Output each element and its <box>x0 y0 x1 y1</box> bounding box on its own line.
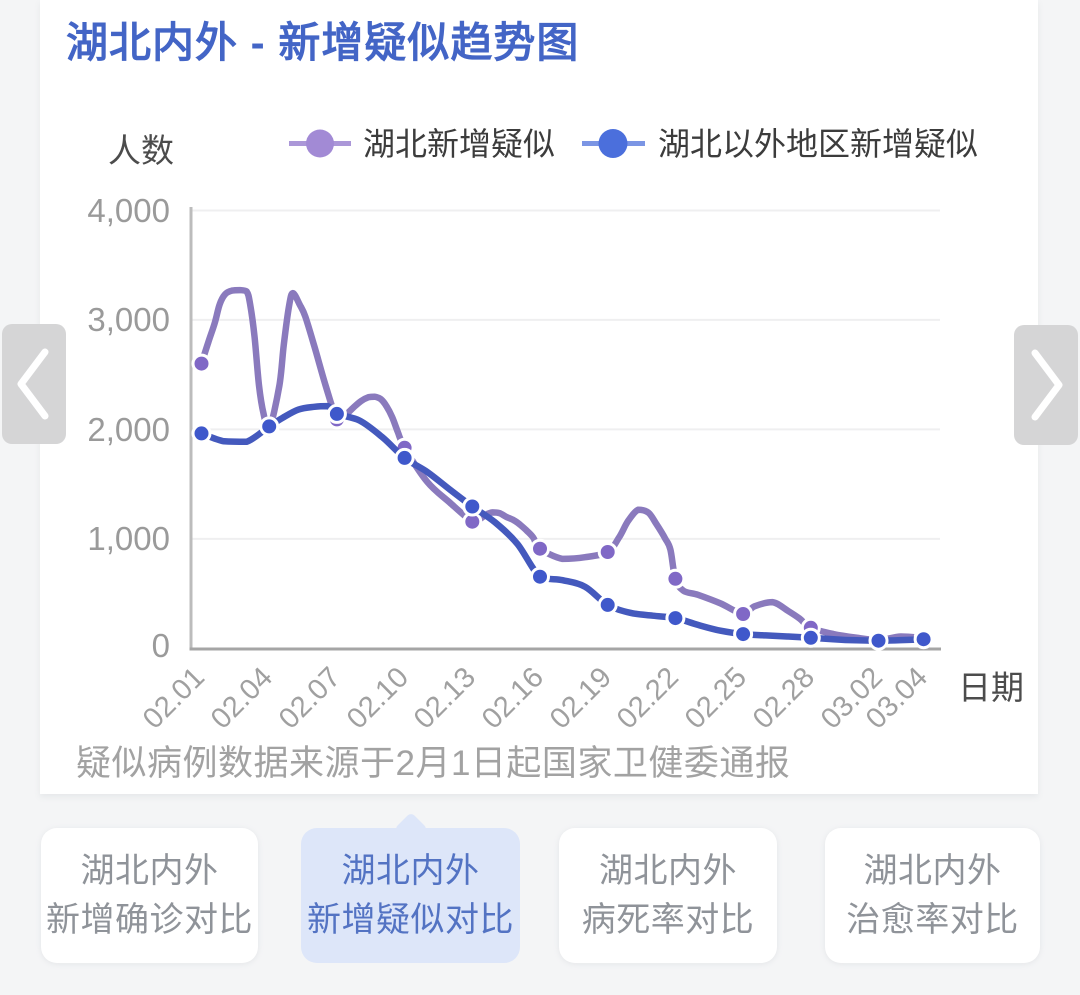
svg-text:0: 0 <box>152 627 170 664</box>
svg-text:02.25: 02.25 <box>679 661 753 735</box>
svg-text:02.19: 02.19 <box>544 661 618 735</box>
svg-text:4,000: 4,000 <box>87 192 170 229</box>
svg-text:02.04: 02.04 <box>205 661 279 735</box>
svg-text:02.13: 02.13 <box>408 661 482 735</box>
svg-text:02.28: 02.28 <box>747 661 821 735</box>
svg-text:2,000: 2,000 <box>87 411 170 448</box>
svg-text:02.22: 02.22 <box>611 661 685 735</box>
svg-text:02.07: 02.07 <box>273 661 347 735</box>
svg-text:3,000: 3,000 <box>87 301 170 338</box>
svg-text:02.16: 02.16 <box>476 661 550 735</box>
svg-text:02.01: 02.01 <box>137 661 211 735</box>
svg-text:湖北以外地区新增疑似: 湖北以外地区新增疑似 <box>658 126 978 162</box>
svg-text:1,000: 1,000 <box>87 520 170 557</box>
svg-text:02.10: 02.10 <box>341 661 415 735</box>
svg-text:湖北新增疑似: 湖北新增疑似 <box>363 126 555 162</box>
